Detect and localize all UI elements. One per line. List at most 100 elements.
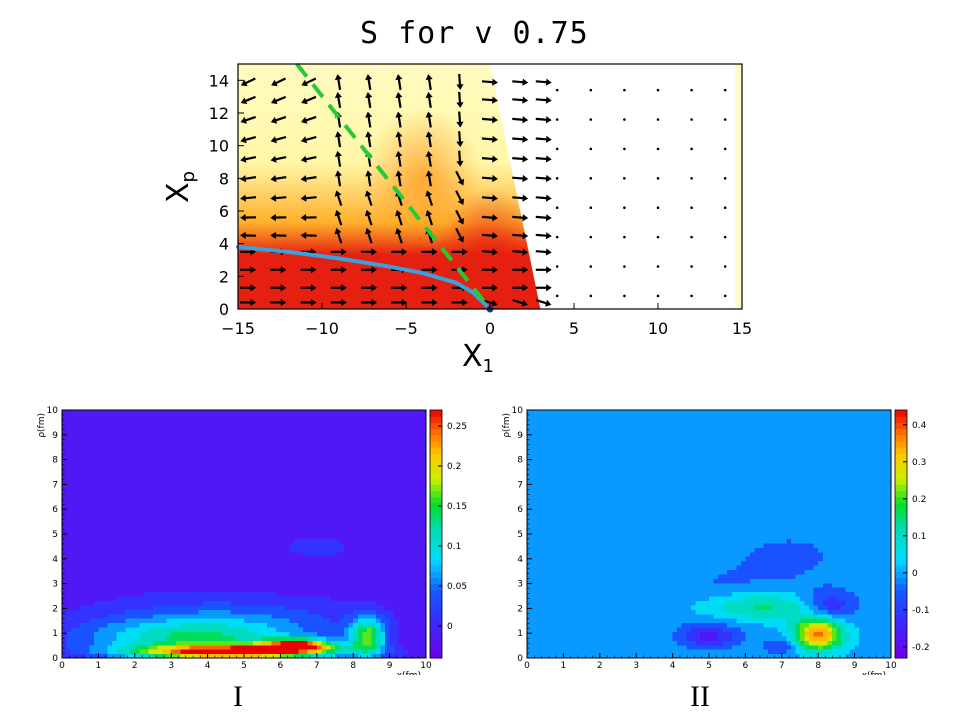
heatmap-cell: [239, 547, 245, 553]
heatmap-cell: [244, 640, 250, 646]
heatmap-cell: [98, 587, 104, 593]
heatmap-cell: [271, 445, 277, 451]
heatmap-cell: [121, 476, 127, 482]
heatmap-cell: [157, 560, 163, 566]
heatmap-cell: [407, 596, 413, 602]
heatmap-cell: [353, 569, 359, 575]
heatmap-cell: [353, 449, 359, 455]
heatmap-cell: [257, 538, 263, 544]
heatmap-cell: [253, 569, 259, 575]
heatmap-cell: [84, 649, 90, 655]
heatmap-cell: [266, 560, 272, 566]
heatmap-cell: [171, 525, 177, 531]
heatmap-cell: [353, 511, 359, 517]
heatmap-cell: [112, 458, 118, 464]
heatmap-cell: [207, 644, 213, 650]
heatmap-cell: [266, 587, 272, 593]
heatmap-cell: [330, 582, 336, 588]
field-arrow-head: [522, 214, 529, 222]
heatmap-cell: [275, 596, 281, 602]
field-arrow: [535, 250, 548, 254]
heatmap-cell: [339, 618, 345, 624]
heatmap-cell: [412, 463, 418, 469]
heatmap-cell: [166, 569, 172, 575]
heatmap-cell: [130, 441, 136, 447]
heatmap-cell: [380, 596, 386, 602]
heatmap-cell: [80, 449, 86, 455]
heatmap-cell: [139, 494, 145, 500]
heatmap-cell: [89, 463, 95, 469]
heatmap-cell: [230, 618, 236, 624]
heatmap-cell: [230, 551, 236, 557]
heatmap-cell: [403, 640, 409, 646]
heatmap-cell: [216, 613, 222, 619]
x-tick-label: 10: [648, 319, 668, 338]
heatmap-cell: [125, 432, 131, 438]
heatmap-cell: [143, 600, 150, 606]
heatmap-cell: [253, 542, 259, 548]
field-arrow-head: [240, 231, 246, 240]
heatmap-cell: [84, 485, 90, 491]
heatmap-cell: [148, 627, 154, 633]
heatmap-cell: [339, 489, 345, 495]
heatmap-cell: [253, 445, 259, 451]
heatmap-cell: [353, 534, 359, 540]
heatmap-cell: [339, 560, 345, 566]
heatmap-cell: [380, 653, 386, 659]
heatmap-cell: [112, 649, 118, 655]
heatmap-cell: [371, 494, 377, 500]
heatmap-cell: [162, 591, 168, 597]
heatmap-cell: [344, 476, 350, 482]
heatmap-cell: [416, 454, 423, 460]
heatmap-cell: [375, 476, 382, 482]
heatmap-cell: [307, 560, 313, 566]
field-arrow-head: [240, 194, 247, 202]
heatmap-cell: [330, 441, 336, 447]
heatmap-cell: [289, 418, 295, 424]
heatmap-cell: [294, 449, 300, 455]
heatmap-cell: [84, 467, 90, 473]
heatmap-cell: [385, 547, 391, 553]
heatmap-cell: [98, 604, 104, 610]
heatmap-cell: [275, 454, 281, 460]
heatmap-cell: [130, 640, 136, 646]
heatmap-cell: [321, 591, 327, 597]
heatmap-cell: [125, 591, 131, 597]
heatmap-cell: [71, 436, 77, 442]
heatmap-cell: [143, 458, 150, 464]
heatmap-cell: [166, 534, 172, 540]
heatmap-cell: [162, 538, 168, 544]
heatmap-cell: [225, 476, 231, 482]
heatmap-cell: [184, 613, 190, 619]
heatmap-cell: [66, 529, 72, 535]
heatmap-cell: [143, 618, 150, 624]
heatmap-cell: [230, 569, 236, 575]
field-dot: [723, 265, 727, 268]
heatmap-cell: [125, 618, 131, 624]
heatmap-cell: [62, 467, 68, 473]
heatmap-cell: [421, 472, 427, 478]
heatmap-cell: [244, 653, 250, 659]
heatmap-cell: [398, 618, 404, 624]
heatmap-cell: [66, 507, 72, 513]
heatmap-cell: [244, 627, 250, 633]
heatmap-cell: [385, 565, 391, 571]
heatmap-cell: [102, 649, 109, 655]
heatmap-cell: [139, 432, 145, 438]
heatmap-cell: [198, 653, 204, 659]
field-arrow: [427, 174, 432, 187]
heatmap-cell: [335, 480, 341, 486]
heatmap-cell: [403, 582, 409, 588]
heatmap-cell: [312, 591, 318, 597]
heatmap-cell: [171, 432, 177, 438]
heatmap-cell: [189, 565, 195, 571]
heatmap-cell: [389, 418, 395, 424]
heatmap-cell: [157, 503, 163, 509]
heatmap-cell: [280, 489, 286, 495]
field-dot: [656, 294, 660, 298]
heatmap-cell: [403, 653, 409, 659]
heatmap-cell: [321, 551, 327, 557]
heatmap-cell: [353, 423, 359, 429]
heatmap-cell: [262, 463, 268, 469]
heatmap-cell: [398, 449, 404, 455]
